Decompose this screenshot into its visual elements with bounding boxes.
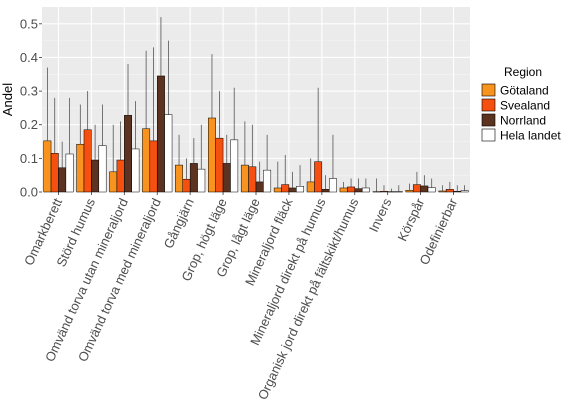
bar-götaland [339,187,348,193]
legend-label: Hela landet [500,129,561,143]
bar-norrland [156,75,165,193]
bar-hela-landet [230,139,239,193]
bar-svealand [83,129,92,193]
y-tick-label: 0.2 [20,117,38,132]
bar-norrland [124,115,132,193]
bar-hela-landet [65,153,74,193]
y-tick-label: 0.3 [20,84,38,99]
bar-svealand [412,184,421,193]
bars [43,75,469,193]
bar-norrland [91,159,100,193]
bar-norrland [420,185,429,193]
bar-götaland [109,171,118,193]
bar-hela-landet [131,148,140,193]
bar-hela-landet [98,145,107,193]
bar-götaland [142,128,151,193]
bar-svealand [50,153,59,193]
bar-hela-landet [263,169,272,193]
bar-götaland [273,187,282,193]
legend-key-norrland [481,113,496,127]
bar-svealand [445,189,454,193]
bar-hela-landet [329,178,337,193]
legend-label: Norrland [500,114,546,128]
bar-hela-landet [164,114,173,193]
legend-title: Region [504,65,542,79]
bar-götaland [175,164,183,193]
y-tick-label: 0.0 [20,185,38,200]
bar-götaland [405,190,414,193]
x-tick-label: Invers [366,195,395,234]
bar-götaland [240,164,249,193]
bar-norrland [189,163,198,193]
bar-hela-landet [197,168,206,193]
bar-norrland [288,187,297,193]
legend-key-götaland [481,83,496,97]
legend-key-svealand [481,98,496,112]
bar-hela-landet [296,186,304,193]
bar-götaland [208,117,216,193]
bar-svealand [281,184,290,193]
error-bars [46,17,465,192]
bar-norrland [321,189,330,193]
y-tick-label: 0.1 [20,151,38,166]
bar-norrland [255,181,264,193]
x-tick-label: Körspår [394,195,427,243]
bar-svealand [314,161,323,193]
bar-norrland [58,167,67,193]
y-axis-title: Andel [0,83,15,116]
bar-norrland [453,191,462,193]
bar-svealand [215,137,224,193]
bar-hela-landet [460,190,469,193]
legend-key-hela-landet [481,128,496,142]
y-tick-label: 0.4 [20,50,38,65]
legend-label: Götaland [500,84,549,98]
bar-götaland [306,181,315,193]
bar-hela-landet [427,187,436,193]
y-tick-label: 0.5 [20,16,38,31]
bar-svealand [248,166,257,193]
bar-svealand [380,191,388,193]
bar-norrland [354,188,363,193]
bar-svealand [347,186,356,193]
bar-götaland [76,143,85,193]
bar-svealand [149,140,158,193]
legend-label: Svealand [500,99,550,113]
bar-norrland [222,163,231,193]
bar-svealand [182,178,191,193]
bar-svealand [116,159,125,193]
bar-götaland [43,140,52,193]
bar-hela-landet [361,187,370,193]
bar-götaland [438,190,447,193]
x-tick-label: Gångjärn [161,196,197,251]
